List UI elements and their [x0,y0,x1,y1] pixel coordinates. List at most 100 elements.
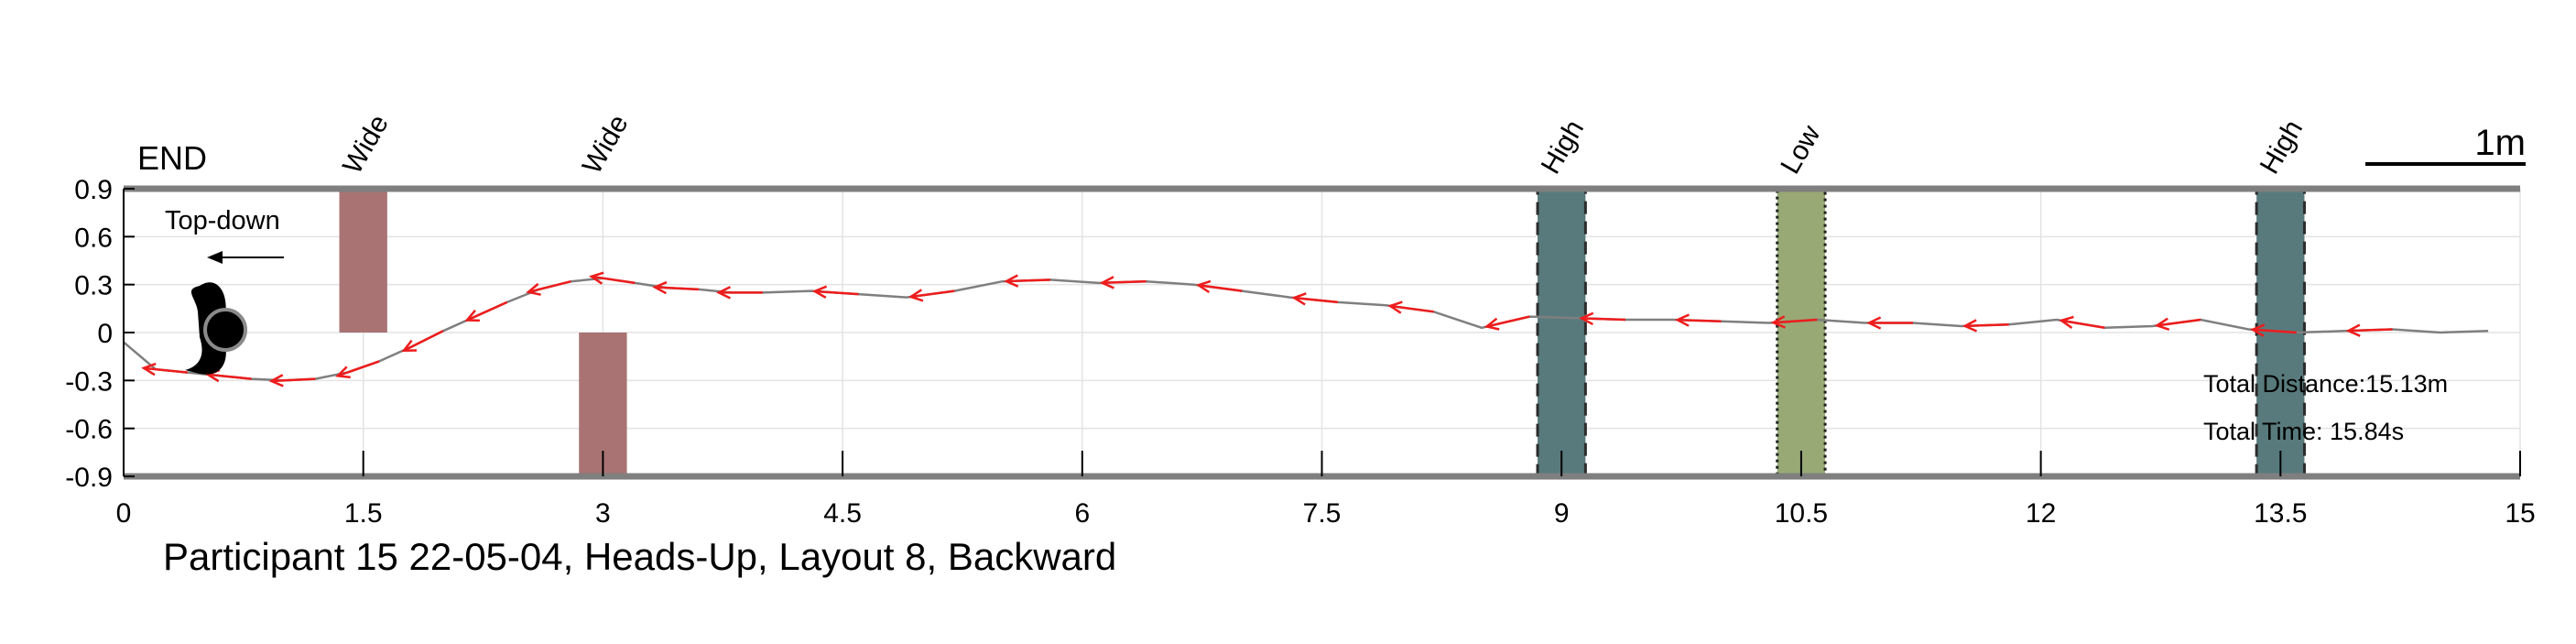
grid [123,188,2521,477]
participant-marker [203,308,247,352]
arrow-head [1195,279,1212,294]
x-tick-label: 6 [1074,498,1090,529]
arrow-shaft [1773,318,1818,324]
arrow-shaft [466,300,508,322]
arrow-shaft [403,330,444,352]
x-tick-label: 12 [2026,498,2056,529]
direction-arrow [464,300,508,322]
arrow-shaft [1677,318,1722,323]
arrow-head [1770,315,1786,329]
total-time: Total Time: 15.84s [2203,418,2404,445]
end-label: END [137,139,207,177]
arrow-head [1387,300,1403,314]
direction-arrow [1579,311,1626,326]
arrow-shaft [591,275,636,285]
arrow-shaft [527,279,571,294]
direction-arrow [1962,319,2009,333]
arrow-shaft [1005,278,1050,283]
arrow-head [2345,323,2361,337]
direction-arrow [141,362,188,377]
top-down-inset: Top-down [165,206,284,375]
y-tick-label: -0.3 [65,366,113,397]
direction-arrow [1387,300,1434,314]
obstacle-label: High [2255,115,2309,180]
direction-arrow [335,360,380,379]
direction-arrow [652,280,700,295]
arrow-head [526,282,541,296]
total-distance: Total Distance:15.13m [2203,370,2448,398]
arrow-head [811,285,828,299]
y-tick-label: 0.6 [74,223,113,253]
scale-bar: 1m [2365,123,2526,166]
direction-arrow [2249,323,2297,337]
arrow-head [588,271,604,285]
arrow-head [1484,317,1500,331]
obstacle-high [1536,187,1587,478]
y-tick-label: -0.9 [65,463,113,493]
obstacle-low [1776,187,1827,478]
direction-arrow [715,286,763,300]
arrow-shaft [1102,279,1147,285]
arrow-head [464,310,480,322]
arrow-head [1579,311,1594,326]
arrow-shaft [2060,319,2105,329]
arrow-shaft [910,289,955,299]
direction-arrow [908,289,955,302]
arrow-head [2249,323,2266,337]
arrow-shaft [1198,284,1243,292]
arrow-shaft [1581,317,1626,322]
direction-arrow [1291,292,1339,306]
y-tick-label: -0.6 [65,415,113,445]
inset-label: Top-down [165,206,280,235]
direction-arrow [811,285,859,299]
direction-arrows [141,271,2393,387]
arrow-head [1962,319,1978,333]
x-tick-label: 9 [1554,498,1570,529]
arrow-head [1674,313,1690,327]
direction-arrow [588,271,636,285]
direction-arrow [526,279,571,296]
arrow-shaft [2348,328,2393,333]
obstacle-label: High [1536,115,1590,180]
arrow-head [715,286,732,300]
arrow-shaft [2252,328,2297,334]
arrow-shaft [143,366,188,374]
arrow-head [2059,315,2074,329]
direction-arrow [2059,315,2105,329]
direction-arrow [1484,315,1530,331]
direction-arrow [1770,315,1818,329]
x-tick-label: 13.5 [2254,498,2307,529]
direction-arrow [268,374,316,387]
x-tick-label: 4.5 [823,498,862,529]
arrow-shaft [1294,296,1339,304]
direction-arrow [2154,317,2201,331]
chart-title: Participant 15 22-05-04, Heads-Up, Layou… [163,535,1116,578]
obstacle-label: Low [1775,120,1826,179]
arrow-shaft [655,286,700,291]
arrow-shaft [814,289,859,296]
x-tick-label: 10.5 [1775,498,1828,529]
x-tick-label: 7.5 [1303,498,1342,529]
arrow-head [1291,292,1307,306]
arrow-head [2154,317,2170,331]
direction-arrow [1866,316,1914,330]
obstacles: Wide Wide High Low High [337,110,2309,478]
arrow-shaft [2157,318,2201,327]
y-tick-label: 0 [97,319,113,349]
obstacle-wide [339,189,387,333]
arrow-shaft [1486,315,1530,328]
x-tick-label: 0 [116,498,132,529]
obstacle-label: Wide [337,110,395,180]
x-tick-label: 1.5 [344,498,383,529]
y-tick-label: 0.3 [74,271,113,301]
direction-arrow [1195,279,1243,294]
arrow-head [652,280,668,295]
scale-bar-label: 1m [2474,123,2526,163]
arrow-shaft [1964,323,2009,328]
direction-arrow [1099,276,1147,289]
direction-arrow [1674,313,1722,327]
y-tick-label: 0.9 [74,175,113,205]
arrow-head [141,362,157,377]
arrow-shaft [337,360,380,377]
arrow-head [401,339,418,353]
